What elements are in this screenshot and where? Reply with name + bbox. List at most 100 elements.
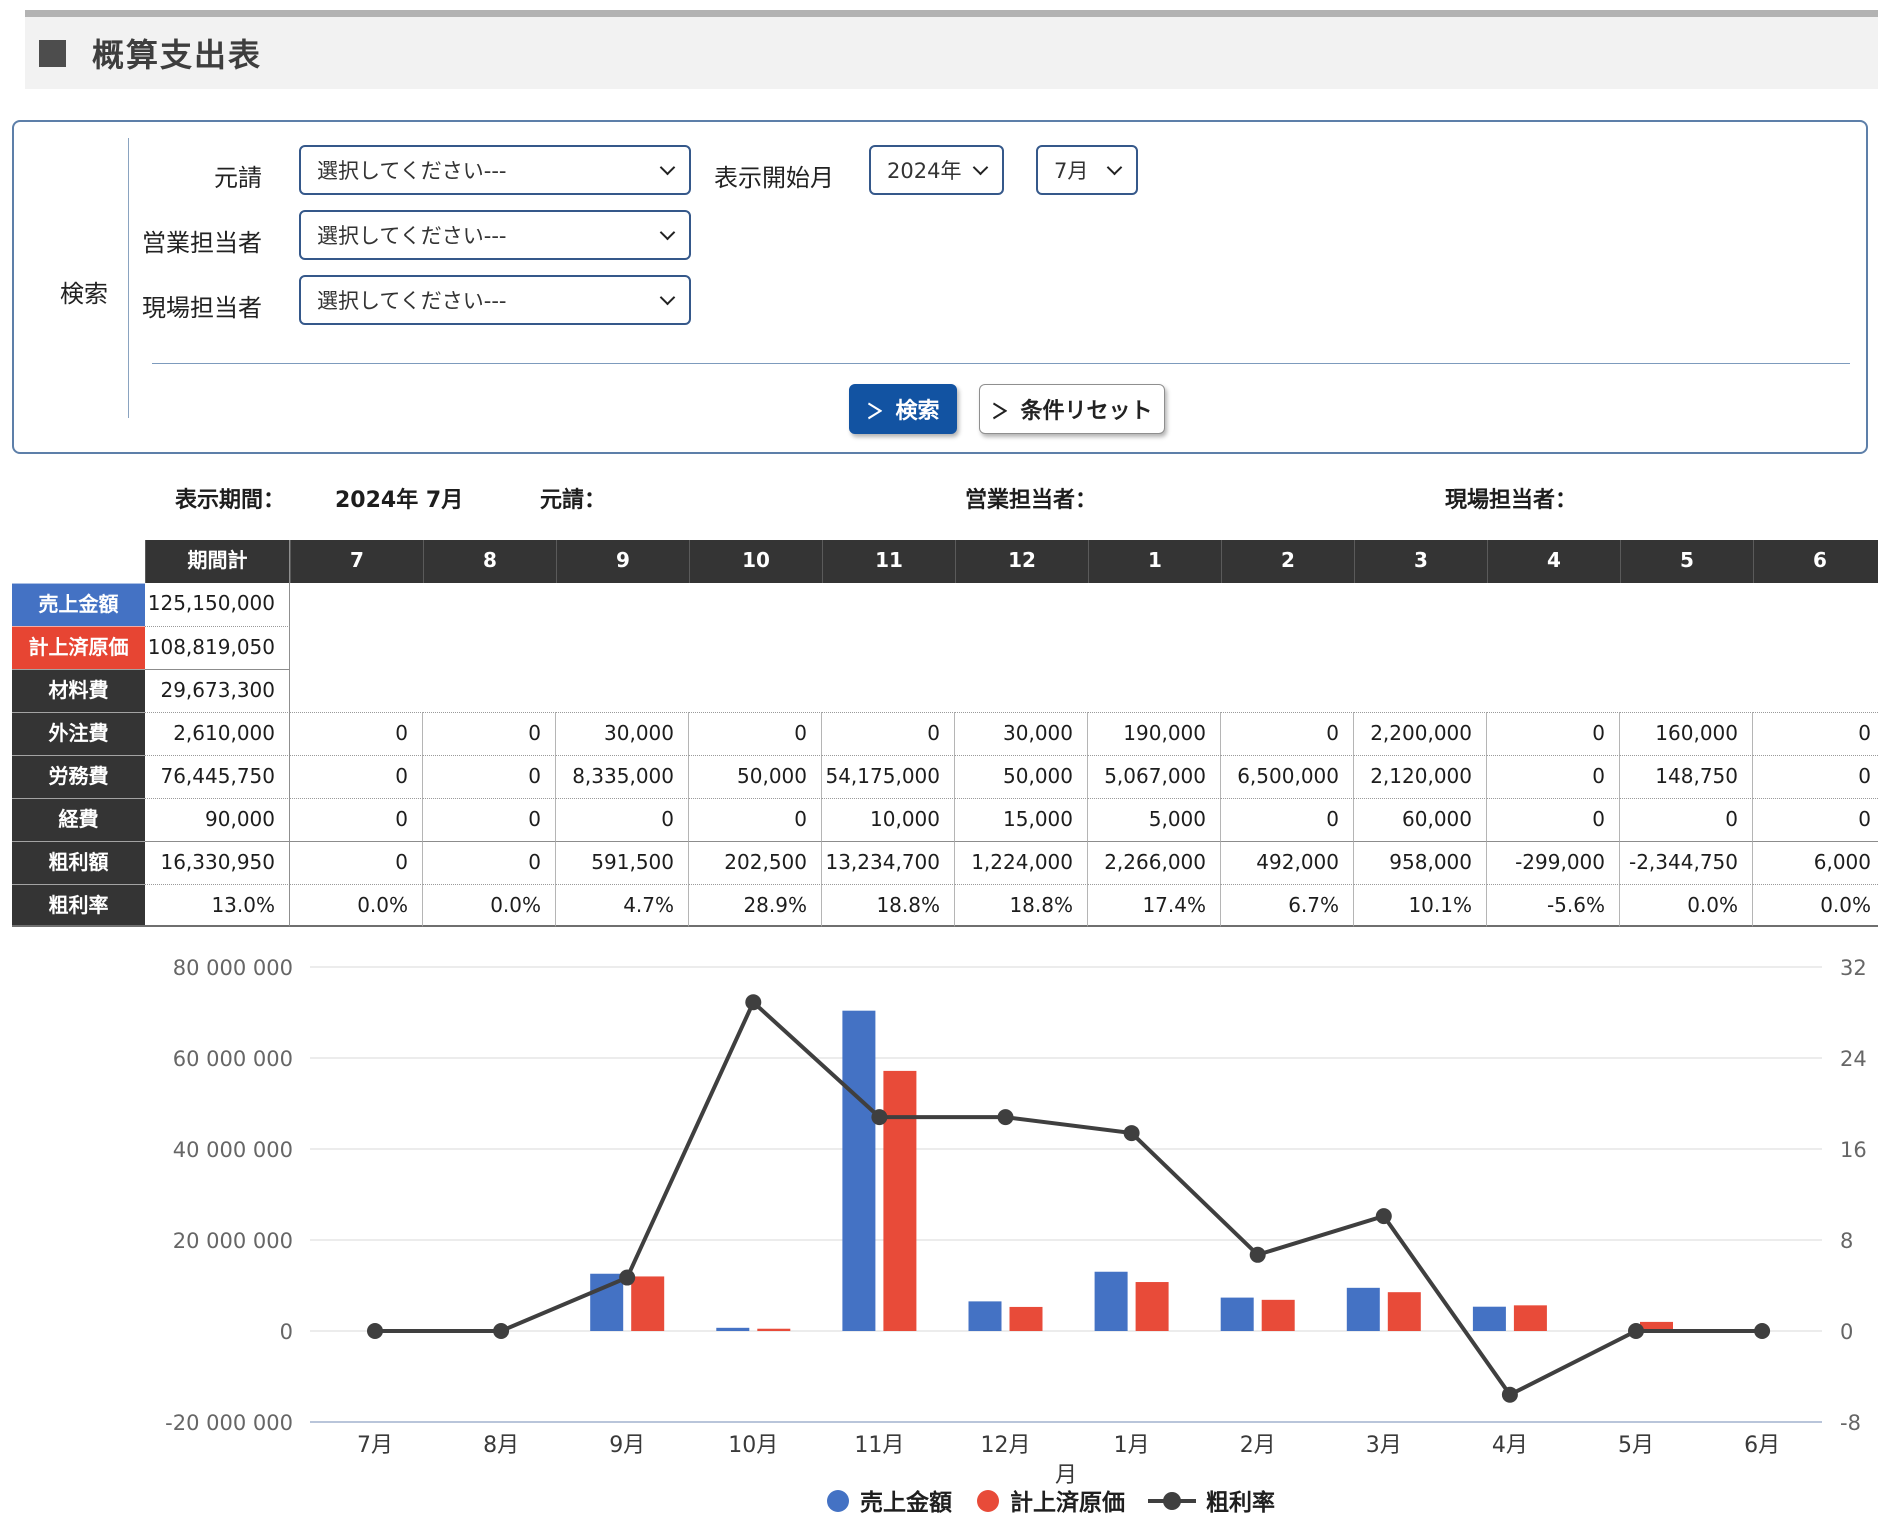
cell-month [1487,583,1620,626]
reset-button-label: 条件リセット [1020,399,1153,424]
chart-area: 80 000 000 32 60 000 000 24 40 000 000 16 20 0… [0,935,1878,1534]
start-year-value: 2024年 [887,159,962,183]
cell-month: 6,500,000 [1221,755,1354,798]
chevron-down-icon [659,224,676,240]
cell-month: 0 [423,841,556,884]
cell-total: 13.0% [145,884,290,927]
motouke-select[interactable]: 選択してください--- [299,145,691,195]
cell-month [955,669,1088,712]
row-label: 売上金額 [12,583,145,626]
right-axis-tick: 16 [1840,1138,1867,1162]
bars-cost [631,1070,1673,1331]
cell-month [1221,626,1354,669]
cell-month: 1,224,000 [955,841,1088,884]
sales-rep-label: 営業担当者 [142,229,262,257]
cell-month: 30,000 [955,712,1088,755]
legend-cost-icon [977,1490,999,1512]
summary-site-rep-label: 現場担当者： [1445,488,1578,513]
cell-month: 0 [1487,798,1620,841]
cell-month [822,626,955,669]
cell-month: 0.0% [290,884,423,927]
x-axis-label: 6月 [1744,1433,1780,1458]
expenditure-table: 期間計 7 8 9 10 11 12 1 2 3 4 5 6 売上金額 125,150,000 計上済原価 10… [12,540,1878,927]
chevron-down-icon [1106,159,1123,175]
period-label: 表示期間： [175,488,286,513]
x-axis-label: 8月 [483,1433,519,1458]
cell-month: 2,120,000 [1354,755,1487,798]
left-axis-tick: 60 000 000 [173,1047,293,1071]
cell-month [1354,669,1487,712]
site-rep-select[interactable]: 選択してください--- [299,275,691,325]
cell-month: 50,000 [955,755,1088,798]
start-year-select[interactable]: 2024年 [869,145,1004,195]
cell-month: 5,000 [1088,798,1221,841]
search-button[interactable]: ＞ 検索 [849,384,957,434]
cell-month: 10.1% [1354,884,1487,927]
cell-month: 958,000 [1354,841,1487,884]
cell-month [689,583,822,626]
cell-month [290,626,423,669]
cell-month [1487,669,1620,712]
summary-row: 表示期間： 2024年 7月 元請： 営業担当者： 現場担当者： [0,482,1878,518]
cell-month: 0 [1487,755,1620,798]
cell-month [290,583,423,626]
chevron-down-icon [659,289,676,305]
cell-month: 0 [1620,798,1753,841]
reset-button[interactable]: ＞ 条件リセット [979,384,1165,434]
row-label: 計上済原価 [12,626,145,669]
left-axis-tick: -20 000 000 [165,1411,293,1435]
cell-month: -2,344,750 [1620,841,1753,884]
cell-month: 0.0% [1753,884,1878,927]
col-header-month: 5 [1620,540,1753,583]
cell-month [689,626,822,669]
right-axis-tick: 8 [1840,1229,1853,1253]
cell-month: 0.0% [423,884,556,927]
cell-month: 54,175,000 [822,755,955,798]
cell-month: 0 [822,712,955,755]
cell-total: 16,330,950 [145,841,290,884]
cell-total: 76,445,750 [145,755,290,798]
cell-month: 148,750 [1620,755,1753,798]
site-rep-label: 現場担当者 [142,294,262,322]
cell-month [290,669,423,712]
table-corner-cell [12,540,145,583]
x-axis-label: 9月 [609,1433,645,1458]
cell-month [1354,583,1487,626]
sales-rep-select[interactable]: 選択してください--- [299,210,691,260]
cell-month: 50,000 [689,755,822,798]
col-header-month: 2 [1221,540,1354,583]
row-label: 粗利率 [12,884,145,927]
cell-month: 591,500 [556,841,689,884]
cell-month [1221,669,1354,712]
cell-total: 125,150,000 [145,583,290,626]
row-label: 材料費 [12,669,145,712]
right-axis-tick: 24 [1840,1047,1867,1071]
chevron-right-icon: ＞ [991,400,1009,424]
row-label: 外注費 [12,712,145,755]
col-header-month: 3 [1354,540,1487,583]
col-header-month: 10 [689,540,822,583]
cell-month: -299,000 [1487,841,1620,884]
start-month-select[interactable]: 7月 [1036,145,1138,195]
x-axis-title: 月 [1055,1463,1077,1488]
cell-total: 29,673,300 [145,669,290,712]
cell-total: 108,819,050 [145,626,290,669]
legend-margin-label: 粗利率 [1206,1489,1275,1516]
cell-month: 0 [423,798,556,841]
cell-month: -5.6% [1487,884,1620,927]
x-axis-label: 2月 [1240,1433,1276,1458]
cell-month: 17.4% [1088,884,1221,927]
cell-month: 4.7% [556,884,689,927]
cell-month: 2,200,000 [1354,712,1487,755]
motouke-label: 元請 [214,164,262,192]
chart-legend: 売上金額 計上済原価 粗利率 [827,1489,1275,1516]
cell-month: 10,000 [822,798,955,841]
x-axis-label: 1月 [1114,1433,1150,1458]
left-axis-tick: 20 000 000 [173,1229,293,1253]
header-top-strip [25,10,1878,17]
cell-total: 2,610,000 [145,712,290,755]
cell-month [1088,669,1221,712]
display-start-month-label: 表示開始月 [714,164,834,192]
cell-month [556,583,689,626]
cell-month: 15,000 [955,798,1088,841]
